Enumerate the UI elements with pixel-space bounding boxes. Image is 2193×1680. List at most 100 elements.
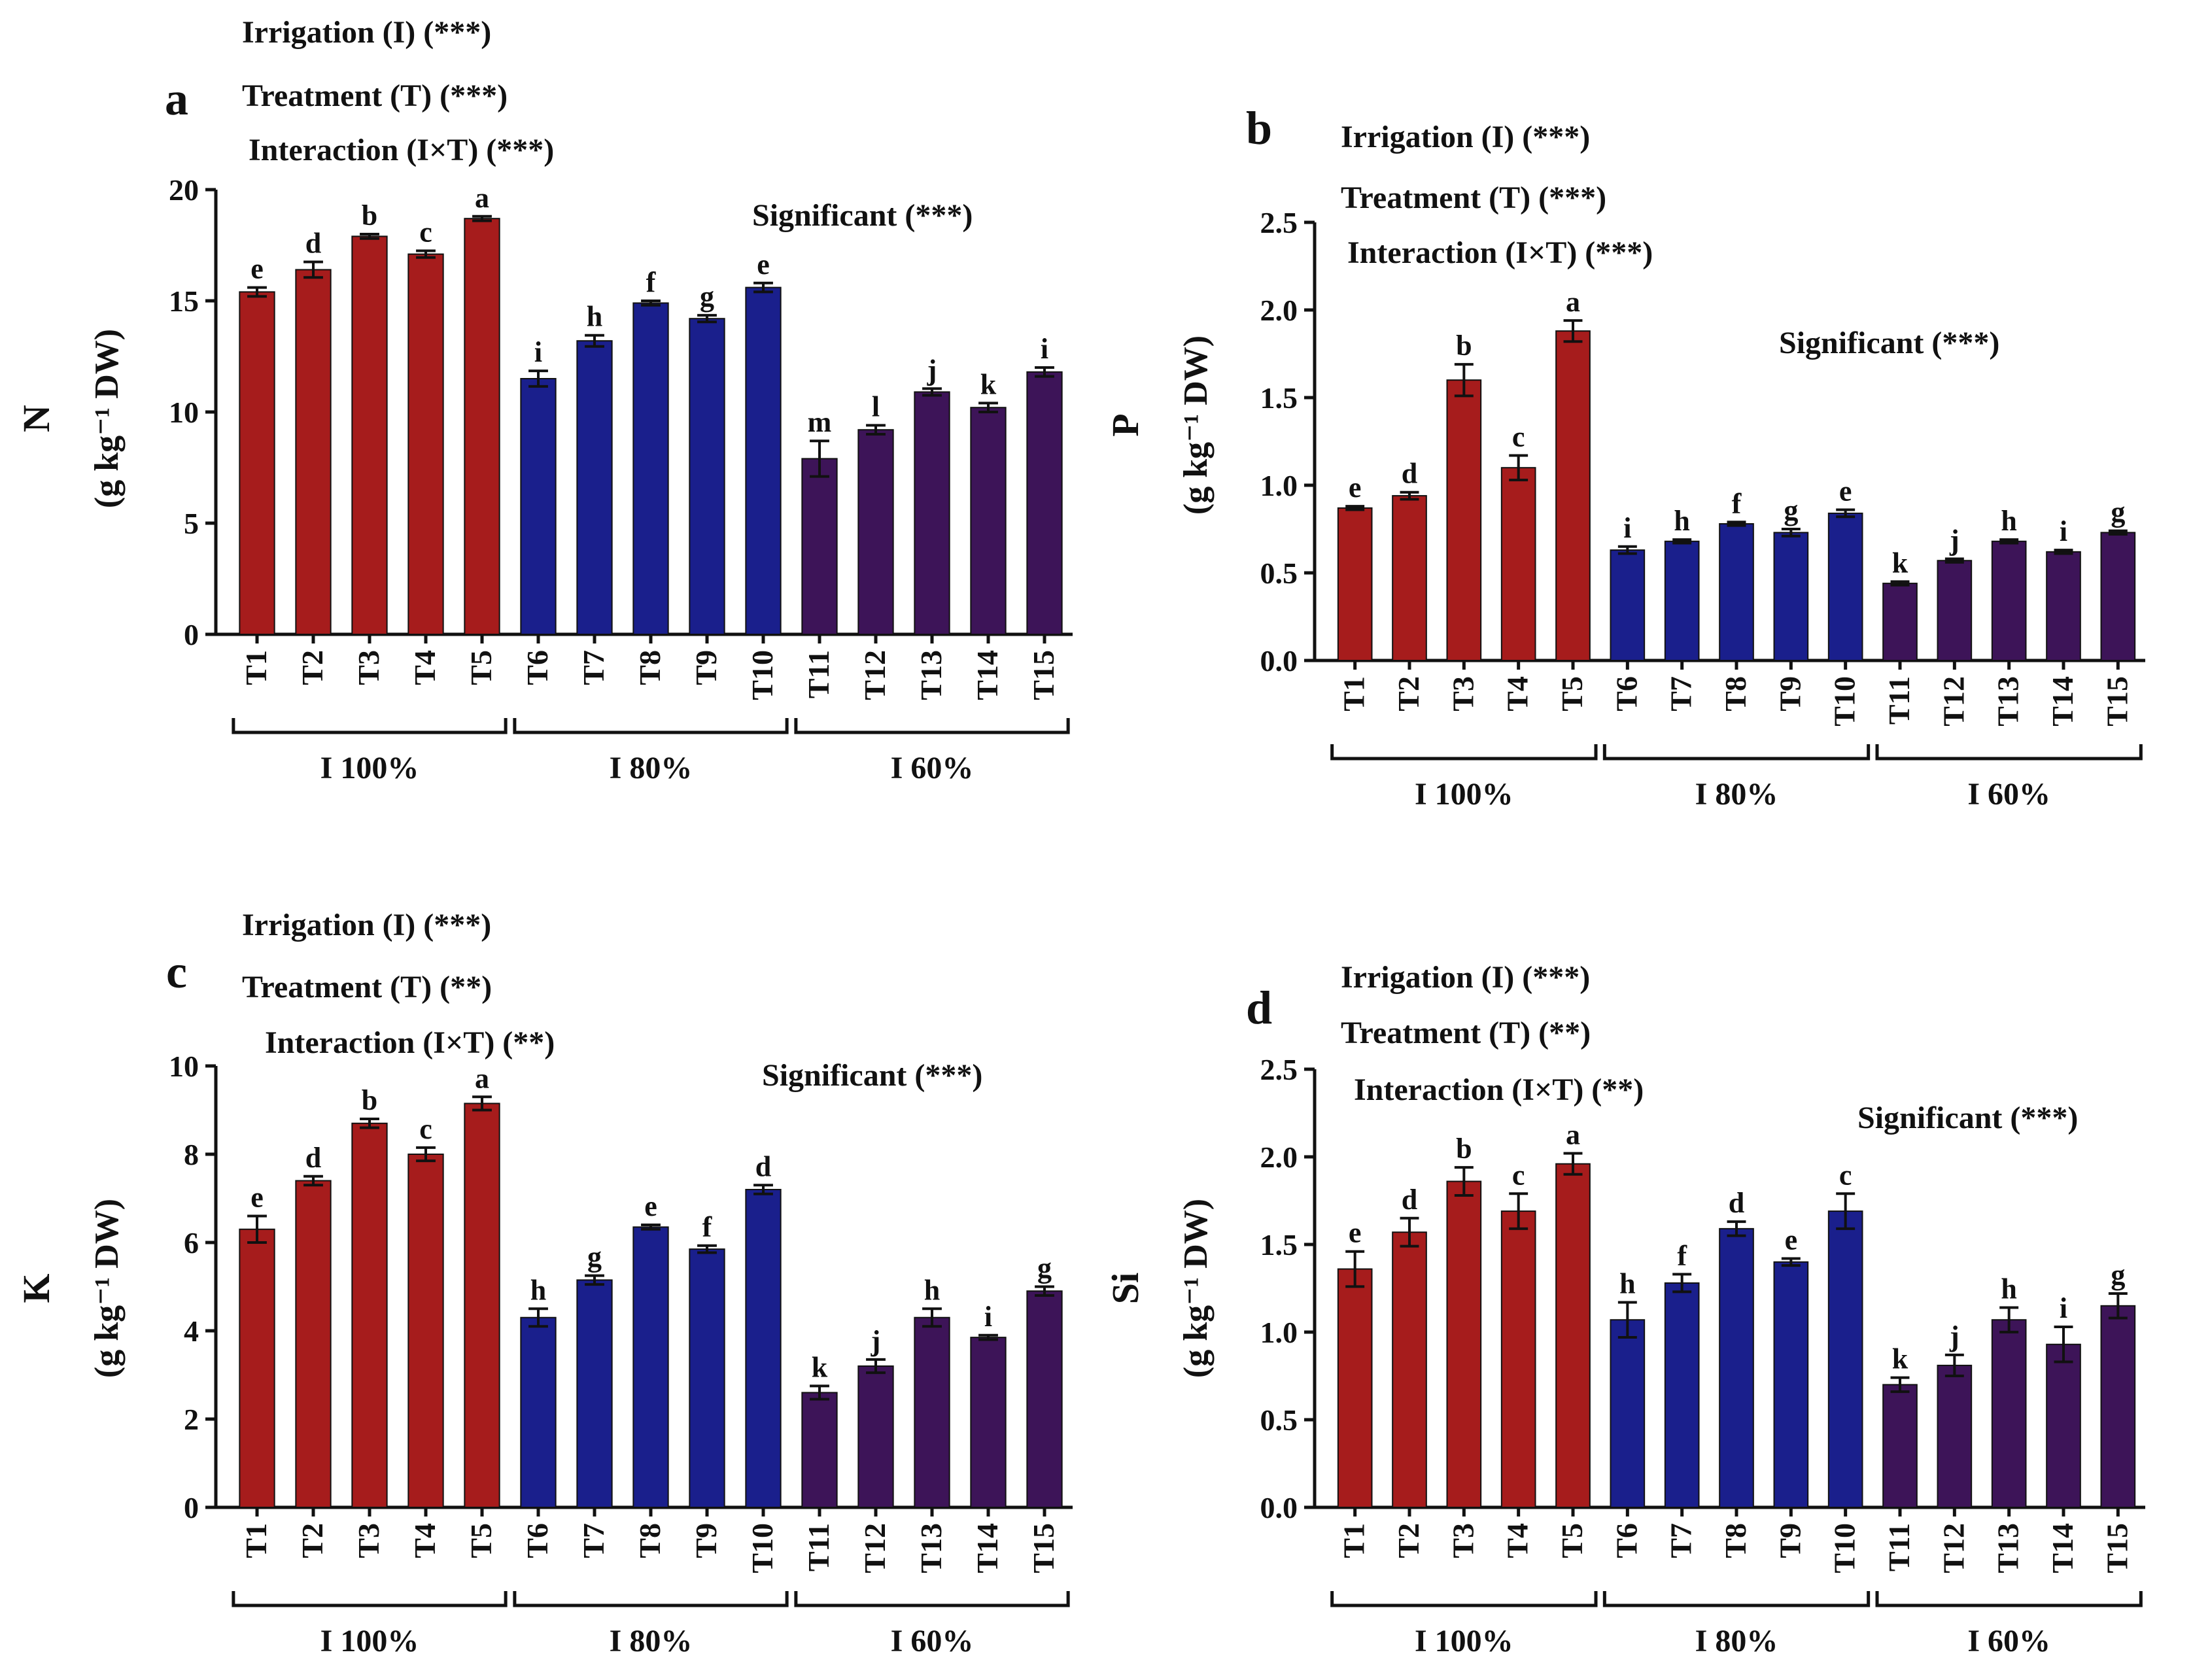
bar-T5 [464, 218, 500, 635]
significance-letter: h [2001, 505, 2016, 537]
bar-T9 [689, 318, 725, 635]
bar-T5 [1555, 330, 1591, 661]
stat-line: Interaction (I×T) (***) [1347, 235, 1653, 270]
bar-T10 [745, 1189, 782, 1508]
x-tick-label: T8 [1719, 676, 1752, 711]
bar-T4 [1500, 1210, 1536, 1508]
x-tick-label: T6 [1610, 1523, 1643, 1558]
significance-letter: f [1677, 1240, 1687, 1272]
significance-letter: g [1037, 1252, 1052, 1284]
significance-letter: b [362, 1084, 377, 1116]
significance-letter: g [700, 281, 714, 313]
x-tick-label: T10 [1828, 1523, 1861, 1573]
bar-T11 [1882, 1384, 1918, 1508]
y-tick-label: 2.0 [1260, 294, 1298, 327]
bar-T12 [857, 1365, 894, 1508]
group-bracket [513, 718, 789, 734]
significance-letter: e [250, 1182, 264, 1214]
significance-letter: l [872, 390, 880, 422]
group-bracket [1330, 1591, 1598, 1607]
bar-T6 [520, 1316, 557, 1508]
x-tick-label: T7 [577, 650, 610, 685]
significance-letter: k [1892, 1343, 1908, 1375]
y-axis-nutrient-label: P [1104, 413, 1147, 436]
bar-T4 [407, 1154, 444, 1508]
y-tick-label: 0.0 [1260, 644, 1298, 677]
x-tick-label: T5 [464, 1523, 498, 1558]
group-label: I 100% [320, 1624, 419, 1658]
x-tick-label: T4 [1501, 1523, 1534, 1558]
group-label: I 80% [610, 1624, 693, 1658]
bar-T11 [801, 1392, 838, 1508]
x-tick-label: T13 [914, 650, 948, 700]
x-tick-label: T5 [1555, 676, 1589, 711]
x-tick-label: T3 [352, 1523, 385, 1558]
y-axis-unit-label: (g kg⁻¹ DW) [1177, 1199, 1215, 1378]
x-tick-label: T9 [1773, 1523, 1806, 1558]
group-bracket [1875, 744, 2143, 761]
significance-letter: d [305, 228, 321, 260]
significance-letter: h [530, 1274, 546, 1306]
significance-letter: f [646, 266, 657, 298]
y-tick-label: 8 [184, 1138, 199, 1171]
group-label: I 80% [1695, 1624, 1778, 1658]
x-tick-label: T5 [464, 650, 498, 685]
bar-T6 [520, 378, 557, 635]
x-tick-label: T9 [1773, 676, 1806, 711]
bar-T4 [407, 253, 444, 636]
x-tick-label: T12 [858, 650, 891, 700]
significance-letter: a [1566, 286, 1580, 318]
significance-letter: b [1456, 330, 1472, 362]
significance-letter: b [362, 199, 377, 231]
x-tick-label: T2 [296, 1523, 329, 1558]
x-tick-label: T1 [1338, 676, 1371, 711]
x-tick-label: T14 [2046, 676, 2079, 727]
bar-T12 [1937, 1364, 1973, 1508]
x-tick-label: T4 [408, 1523, 441, 1558]
significance-letter: c [1512, 420, 1525, 453]
panel-a: a Irrigation (I) (***) Treatment (T) (***)… [15, 15, 1073, 785]
group-bracket [232, 718, 508, 734]
bar-T5 [1555, 1163, 1591, 1508]
significance-letter: k [812, 1351, 828, 1383]
group-bracket [1602, 1591, 1871, 1607]
significance-letter: b [1456, 1133, 1472, 1165]
y-tick-label: 0.5 [1260, 1403, 1298, 1437]
significance-label: Significant (***) [1857, 1101, 2078, 1135]
x-tick-label: T3 [1446, 1523, 1479, 1558]
bar-T1 [239, 291, 275, 635]
significance-letter: e [644, 1190, 657, 1222]
significance-letter: i [1623, 512, 1631, 544]
bar-T1 [1337, 507, 1373, 662]
x-tick-label: T7 [1665, 676, 1698, 711]
significance-letter: g [1784, 494, 1798, 526]
stat-line: Treatment (T) (***) [1341, 180, 1606, 215]
x-tick-label: T8 [1719, 1523, 1752, 1558]
bar-T15 [1026, 1290, 1063, 1508]
x-tick-label: T15 [1027, 1523, 1060, 1573]
bar-T10 [1827, 512, 1863, 661]
x-tick-label: T11 [1882, 676, 1916, 725]
x-tick-label: T7 [1665, 1523, 1698, 1558]
x-tick-label: T13 [914, 1523, 948, 1573]
significance-letter: k [980, 368, 997, 400]
significance-letter: d [755, 1150, 771, 1182]
y-tick-label: 1.0 [1260, 1316, 1298, 1349]
group-label: I 60% [891, 1624, 974, 1658]
significance-letter: c [1512, 1159, 1525, 1191]
significance-letter: e [757, 249, 770, 281]
significance-letter: h [1674, 505, 1689, 537]
bar-T3 [1446, 1180, 1482, 1509]
significance-letter: i [1041, 333, 1048, 365]
x-tick-label: T1 [239, 1523, 273, 1558]
group-bracket [513, 1591, 789, 1607]
group-bracket [1875, 1591, 2143, 1607]
y-axis-unit-label: (g kg⁻¹ DW) [1177, 335, 1215, 515]
significance-letter: d [305, 1142, 321, 1174]
group-label: I 60% [1967, 1624, 2050, 1658]
y-tick-label: 0.5 [1260, 557, 1298, 590]
significance-letter: m [808, 406, 832, 438]
group-label: I 80% [1695, 777, 1778, 812]
bar-T12 [1937, 560, 1973, 661]
